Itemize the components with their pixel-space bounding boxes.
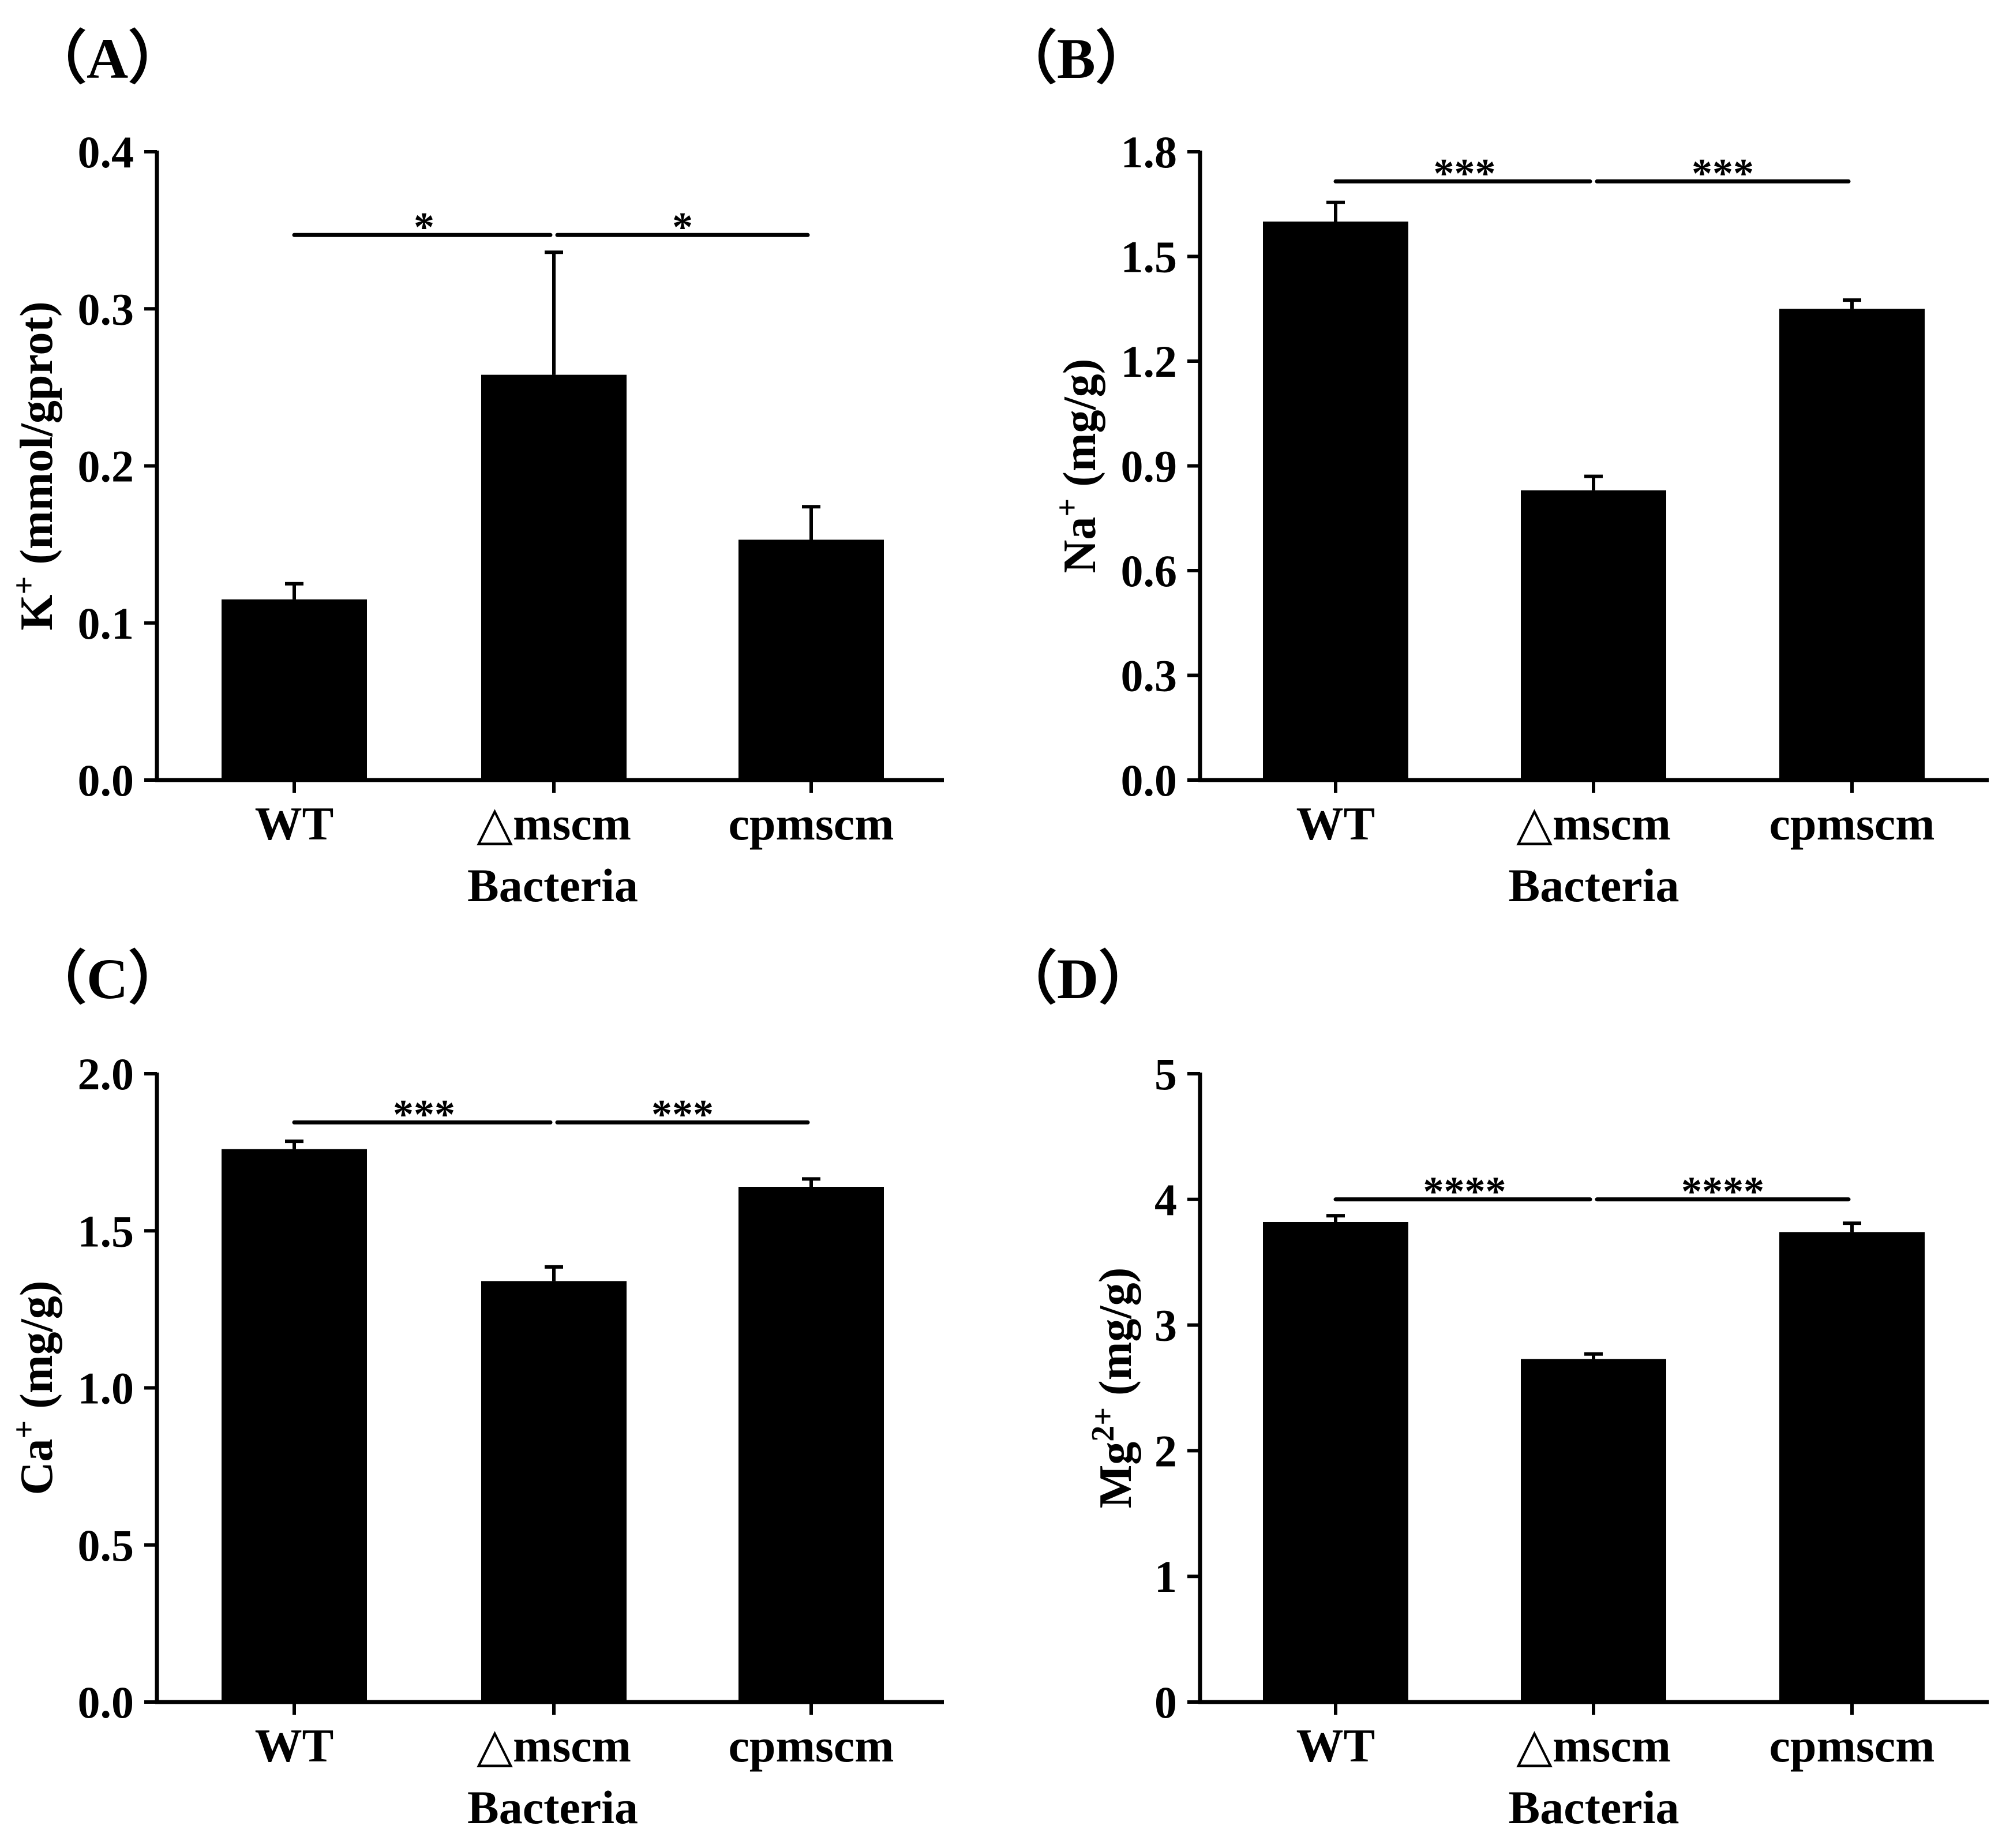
x-tick-label: WT: [255, 797, 334, 850]
panel-label: （D）: [999, 947, 1156, 1011]
x-axis-title: Bacteria: [1509, 859, 1679, 912]
y-tick-label: 1.5: [1121, 232, 1178, 282]
y-tick-label: 0.9: [1121, 441, 1178, 492]
x-tick-label: △mscm: [1516, 1719, 1671, 1772]
y-tick-label: 0.4: [78, 127, 134, 177]
x-axis-title: Bacteria: [467, 859, 638, 912]
y-tick-label: 5: [1154, 1049, 1177, 1099]
significance-label: ***: [651, 1091, 714, 1137]
x-tick-label: cpmscm: [1769, 797, 1935, 850]
significance-label: ***: [393, 1091, 455, 1137]
bar: [1521, 490, 1666, 780]
y-axis-title-charge: +: [1049, 498, 1085, 517]
bar: [481, 374, 627, 780]
y-axis-title-charge: +: [6, 1420, 42, 1439]
x-tick-label: △mscm: [477, 1719, 631, 1772]
y-axis-title: Ca+ (mg/g): [6, 1281, 62, 1495]
x-tick-label: cpmscm: [1769, 1719, 1935, 1772]
x-tick-label: WT: [1296, 1719, 1375, 1772]
y-tick-label: 1.8: [1121, 127, 1178, 177]
panel-label: （A）: [29, 27, 186, 91]
y-tick-label: 1.0: [78, 1363, 134, 1414]
significance-label: ***: [1434, 150, 1496, 196]
y-axis-title-ion: Ca: [12, 1439, 62, 1495]
chart-panel-1: （B） 0.0 0.3 0.6 0.9 1.2 1.5 1.8 WT △mscm cpmscm Bac…: [999, 27, 1989, 912]
panel-label: （B）: [999, 27, 1153, 91]
bar: [222, 599, 367, 780]
chart-panel-2: （C） 0.0 0.5 1.0 1.5 2.0 WT △mscm cpmscm Bacteria C…: [6, 947, 944, 1834]
bar: [222, 1149, 367, 1702]
y-axis-title-charge: 2+: [1085, 1407, 1121, 1442]
y-axis-title-ion: Mg: [1090, 1442, 1141, 1509]
y-tick-label: 0.5: [78, 1520, 134, 1570]
x-tick-label: WT: [1296, 797, 1375, 850]
y-tick-label: 0.2: [78, 441, 134, 492]
y-axis-title: Mg2+ (mg/g): [1085, 1268, 1141, 1509]
y-axis-title-unit: (mg/g): [12, 1281, 62, 1420]
x-tick-label: △mscm: [1516, 797, 1671, 850]
x-tick-label: △mscm: [477, 797, 631, 850]
bar: [738, 539, 884, 780]
y-tick-label: 0.1: [78, 598, 134, 649]
y-tick-label: 3: [1154, 1300, 1177, 1351]
y-tick-label: 1.5: [78, 1206, 134, 1256]
bar: [1779, 309, 1925, 780]
y-tick-label: 1: [1154, 1551, 1177, 1602]
x-axis-title: Bacteria: [1509, 1781, 1679, 1834]
y-tick-label: 0: [1154, 1677, 1177, 1727]
y-axis-title-ion: Na: [1055, 517, 1105, 573]
bar: [1263, 1222, 1408, 1702]
significance-label: ****: [1423, 1168, 1506, 1214]
chart-panel-0: （A） 0.0 0.1 0.2 0.3 0.4 WT △mscm cpmscm Bacteria K…: [6, 27, 944, 912]
y-tick-label: 0.3: [78, 284, 134, 334]
y-tick-label: 0.0: [1121, 755, 1178, 805]
y-tick-label: 2.0: [78, 1049, 134, 1099]
panel-label: （C）: [29, 947, 186, 1011]
y-axis-title-unit: (mg/g): [1055, 359, 1105, 498]
x-tick-label: cpmscm: [729, 797, 894, 850]
y-tick-label: 0.6: [1121, 546, 1178, 596]
chart-panel-3: （D） 0 1 2 3 4 5 WT △mscm cpmscm Bacteria Mg2+ (mg/g…: [999, 947, 1989, 1834]
bar: [1521, 1359, 1666, 1702]
y-axis-title-charge: +: [6, 576, 42, 595]
y-tick-label: 0.0: [78, 1677, 134, 1727]
y-tick-label: 0.3: [1121, 651, 1178, 701]
bar: [481, 1281, 627, 1702]
y-tick-label: 0.0: [78, 755, 134, 805]
y-tick-label: 4: [1154, 1175, 1177, 1225]
y-tick-label: 2: [1154, 1426, 1177, 1476]
y-axis-title: K+ (mmol/gprot): [6, 301, 62, 630]
significance-label: ****: [1681, 1168, 1764, 1214]
bar: [1263, 222, 1408, 780]
y-tick-label: 1.2: [1121, 336, 1178, 387]
x-axis-title: Bacteria: [467, 1781, 638, 1834]
bar: [1779, 1232, 1925, 1702]
significance-label: *: [672, 204, 693, 250]
y-axis-title-ion: K: [12, 594, 62, 630]
significance-label: ***: [1692, 150, 1754, 196]
y-axis-title-unit: (mmol/gprot): [12, 301, 62, 576]
significance-label: *: [414, 204, 434, 250]
y-axis-title-unit: (mg/g): [1090, 1268, 1141, 1407]
x-tick-label: WT: [255, 1719, 334, 1772]
x-tick-label: cpmscm: [729, 1719, 894, 1772]
y-axis-title: Na+ (mg/g): [1049, 359, 1105, 573]
bar: [738, 1187, 884, 1702]
